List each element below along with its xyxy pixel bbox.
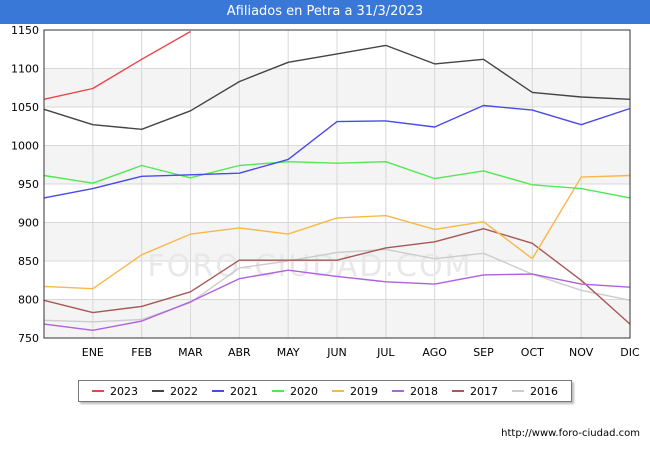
y-tick-label: 800 <box>18 294 39 307</box>
legend-label: 2021 <box>230 384 258 398</box>
series-line-2017 <box>43 227 631 325</box>
legend-label: 2016 <box>530 384 558 398</box>
y-tick-label: 1000 <box>11 140 39 153</box>
x-tick-label: ABR <box>228 346 251 359</box>
legend-swatch <box>152 390 164 392</box>
legend-item-2021: 2021 <box>212 385 258 398</box>
x-tick-label: NOV <box>569 346 594 359</box>
x-axis-labels: ENE FEB MAR ABR MAY JUN JUL AGO SEP OCT NOV DIC <box>82 346 640 359</box>
legend-item-2016: 2016 <box>512 385 558 398</box>
legend-item-2019: 2019 <box>332 385 378 398</box>
y-tick-label: 750 <box>18 332 39 345</box>
source-url: http://www.foro-ciudad.com <box>501 428 640 439</box>
x-tick-label: MAR <box>178 346 203 359</box>
legend-swatch <box>272 390 284 392</box>
legend-label: 2019 <box>350 384 378 398</box>
plot-border <box>43 29 631 339</box>
series-line-2019 <box>43 174 631 290</box>
series-line-2018 <box>43 269 631 331</box>
series-line-2021 <box>43 104 631 199</box>
legend-item-2022: 2022 <box>152 385 198 398</box>
legend-item-2020: 2020 <box>272 385 318 398</box>
legend-swatch <box>452 390 464 392</box>
y-tick-label: 900 <box>18 217 39 230</box>
legend-label: 2023 <box>110 384 138 398</box>
x-tick-label: JUN <box>326 346 347 359</box>
legend-item-2018: 2018 <box>392 385 438 398</box>
legend-swatch <box>392 390 404 392</box>
y-tick-label: 1050 <box>11 101 39 114</box>
line-chart: FORO-CIUDAD.COM 750 800 850 900 950 1000 1050 1… <box>11 24 640 359</box>
legend-label: 2020 <box>290 384 318 398</box>
legend-label: 2022 <box>170 384 198 398</box>
y-tick-label: 850 <box>18 255 39 268</box>
series-line-2023 <box>43 30 191 100</box>
series-line-2022 <box>43 44 631 131</box>
chart-title: Afiliados en Petra a 31/3/2023 <box>0 0 650 24</box>
x-tick-label: MAY <box>277 346 300 359</box>
series-lines <box>43 30 631 331</box>
legend-swatch <box>332 390 344 392</box>
legend-item-2023: 2023 <box>92 385 138 398</box>
legend: 2023 2022 2021 2020 2019 2018 2017 2016 <box>78 380 572 402</box>
x-tick-label: JUL <box>376 346 395 359</box>
legend-swatch <box>512 390 524 392</box>
legend-label: 2018 <box>410 384 438 398</box>
watermark-text: FORO-CIUDAD.COM <box>148 249 473 284</box>
legend-swatch <box>212 390 224 392</box>
y-tick-label: 1150 <box>11 24 39 37</box>
x-tick-label: AGO <box>422 346 447 359</box>
x-tick-label: OCT <box>521 346 544 359</box>
legend-label: 2017 <box>470 384 498 398</box>
x-tick-label: FEB <box>131 346 152 359</box>
x-tick-label: ENE <box>82 346 104 359</box>
legend-item-2017: 2017 <box>452 385 498 398</box>
y-tick-label: 950 <box>18 178 39 191</box>
legend-swatch <box>92 390 104 392</box>
x-tick-label: DIC <box>620 346 640 359</box>
x-tick-label: SEP <box>473 346 494 359</box>
y-axis-labels: 750 800 850 900 950 1000 1050 1100 1150 <box>11 24 39 345</box>
y-tick-label: 1100 <box>11 63 39 76</box>
series-line-2020 <box>43 160 631 199</box>
